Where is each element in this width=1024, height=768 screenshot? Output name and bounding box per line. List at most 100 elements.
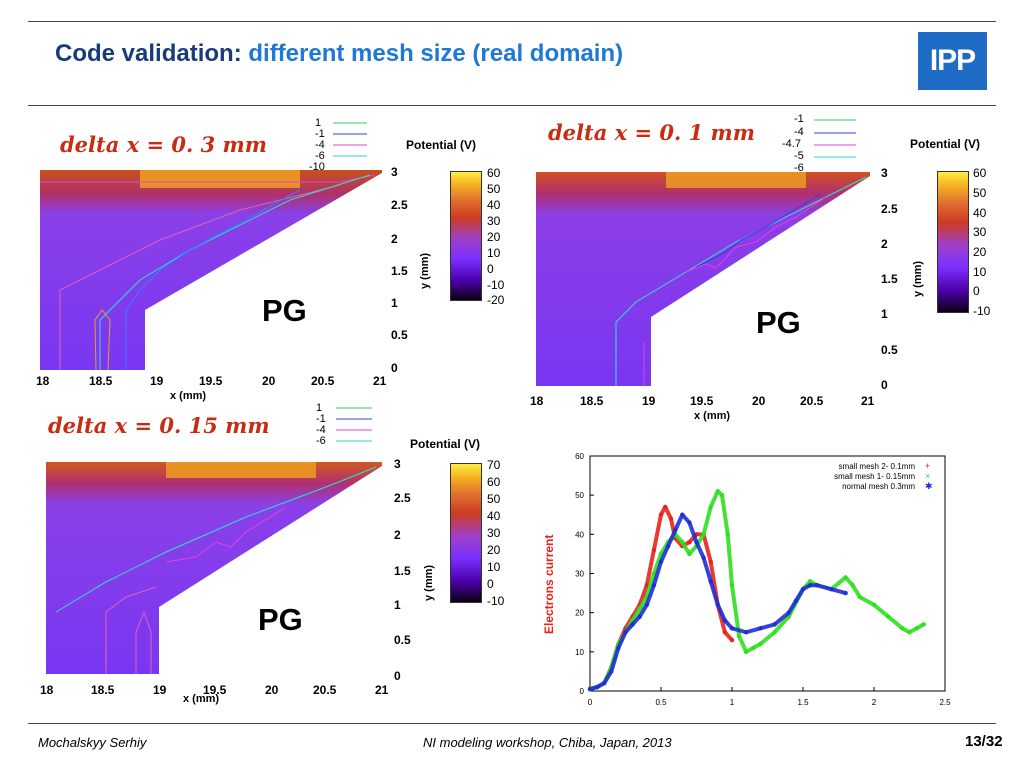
panel1-y-tick: 2 [391,232,398,246]
panel1-x-tick: 18.5 [89,374,113,388]
data-point [907,630,912,635]
data-point [673,528,678,533]
panel3-legend-item: -4 [316,424,326,436]
data-point [687,551,692,557]
panel2-colorbar-title: Potential (V) [910,137,981,151]
legend-marker: × [925,471,930,481]
panel2-legend-item: -5 [794,150,804,162]
data-point [800,586,806,592]
panel3-x-tick: 20.5 [313,683,337,697]
panel3-legend-item: -6 [316,435,326,447]
panel1-cb-tick: -20 [487,293,505,307]
data-point [715,602,720,608]
panel1-cb-tick: -10 [487,278,505,292]
data-point [694,539,699,545]
panel3-y-tick: 3 [394,457,401,471]
slide-title: Code validation: different mesh size (re… [55,40,623,68]
panel1-cb-tick: 0 [487,262,494,276]
header-bottom-rule [28,105,996,106]
panel2-x-tick: 20 [752,394,766,408]
panel3-y-tick: 1.5 [394,564,411,578]
data-point [815,583,820,588]
data-point [736,633,742,639]
panel2-y-tick: 0.5 [881,343,898,357]
panel3-x-tick: 21 [375,683,389,697]
data-point [587,686,593,692]
data-point [793,598,799,604]
data-point [729,637,735,643]
panel2-cb-tick: -10 [973,304,991,318]
chart-frame [589,455,946,692]
electrons-current-chart: 0 0.5 1 1.5 2 2.5 0 10 20 30 40 50 60 small mesh 2- 0… [575,452,951,707]
footer-event: NI modeling workshop, Chiba, Japan, 2013 [423,735,672,750]
panel2-delta-label: delta x = 0. 1 mm [548,120,755,145]
data-point [651,547,657,553]
panel3-cb-tick: 60 [487,475,501,489]
data-point [637,614,642,619]
chart-y-label: Electrons current [542,534,556,634]
panel1-legend-item: -10 [309,161,325,173]
panel2-cb-tick: 10 [973,265,987,279]
data-point [594,684,600,690]
data-point [616,645,621,651]
panel1-colorbar [450,171,482,301]
data-point [658,512,664,517]
panel3-cb-tick: 30 [487,526,501,540]
y-tick-label: 10 [575,648,584,657]
panel3-legend-item: -1 [316,413,326,425]
data-point [668,516,674,521]
legend-marker: ✱ [925,481,933,491]
panel3-y-label: y (mm) [423,564,435,601]
data-point [637,606,642,611]
data-point [843,590,848,596]
data-point [857,594,862,600]
legend-marker: + [925,461,930,471]
data-point [829,586,834,592]
panel1-cb-tick: 60 [487,166,501,180]
panel1-cb-tick: 40 [487,198,501,212]
panel3-y-tick: 2.5 [394,491,411,505]
panel2-pg-label: PG [756,305,801,340]
panel1-x-tick: 20 [262,374,276,388]
data-point [786,610,791,615]
title-prefix: Code validation: [55,40,242,67]
panel2-x-tick: 18 [530,394,544,408]
data-point [609,669,614,674]
data-point [644,602,649,608]
panel1-cb-tick: 30 [487,214,501,228]
panel2-x-tick: 18.5 [580,394,604,408]
x-tick-label: 1.5 [797,698,809,707]
panel1-delta-label: delta x = 0. 3 mm [60,132,267,157]
panel1-cb-tick: 50 [487,182,501,196]
panel2-cb-tick: 60 [973,166,987,180]
panel3-legend-item: 1 [316,402,323,414]
panel2-cb-tick: 40 [973,206,987,220]
panel1-pg-label: PG [262,293,307,328]
data-point [758,626,763,631]
panel2-cb-tick: 30 [973,225,987,239]
data-point [623,630,628,635]
panel3-legend: 1 -1 -4 -6 [316,403,376,453]
panel1-legend-item: -6 [315,150,325,162]
data-point [722,618,728,623]
panel2-x-tick: 21 [861,394,875,408]
panel1-heatmap [40,170,382,370]
data-point [687,539,692,545]
panel3-colorbar [450,463,482,603]
panel3-x-tick: 18 [40,683,54,697]
y-tick-label: 40 [575,530,584,539]
data-point [701,532,706,537]
panel3-x-tick: 19 [153,683,167,697]
panel1-x-tick: 18 [36,374,50,388]
data-point [744,630,749,635]
panel3-y-tick: 0 [394,669,401,683]
panel3-cb-tick: 0 [487,577,494,591]
data-point [900,626,905,631]
panel3-colorbar-title: Potential (V) [410,437,481,451]
y-tick-label: 20 [575,609,584,618]
panel1-legend-item: -4 [315,139,325,151]
panel1-y-tick: 1.5 [391,264,408,278]
panel1-legend-item: -1 [315,128,325,140]
panel2-y-tick: 2 [881,237,888,251]
panel3-x-tick: 19.5 [203,683,227,697]
